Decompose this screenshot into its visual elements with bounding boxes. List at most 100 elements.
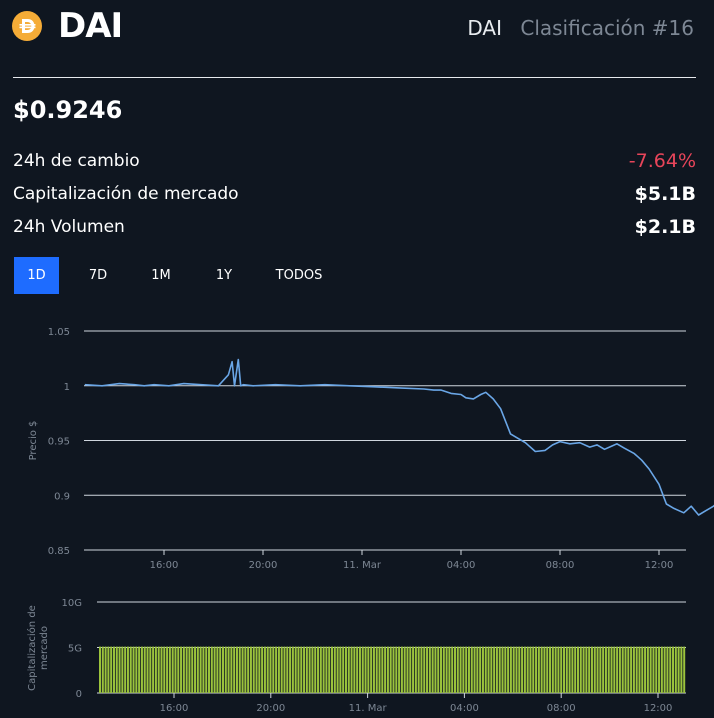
cap-bar: [358, 646, 361, 693]
cap-bar: [191, 646, 194, 693]
cap-bar: [182, 646, 185, 693]
cap-bar: [495, 646, 498, 693]
cap-bar: [163, 646, 166, 693]
cap-x-tick-label: 16:00: [160, 703, 189, 714]
cap-bar: [356, 646, 359, 693]
cap-y-axis-label: Capitalización de: [26, 605, 38, 691]
cap-y-axis-label-line2: mercado: [39, 626, 50, 670]
price-series-line: [84, 358, 714, 516]
market-cap-chart: 10G 5G 0 16:00 20:00 11. Mar 04:00 08:00 12:00 Ca…: [26, 598, 686, 714]
cap-bar: [437, 646, 440, 693]
cap-bar: [221, 646, 224, 693]
stat-row-change: 24h de cambio -7.64%: [13, 148, 696, 174]
cap-bar: [532, 646, 535, 693]
cap-bar: [554, 646, 557, 693]
stat-label: 24h Volumen: [13, 217, 125, 237]
cap-bar: [476, 646, 479, 693]
cap-bar: [649, 646, 652, 693]
cap-bar: [663, 646, 666, 693]
cap-bar: [210, 646, 213, 693]
cap-bar: [325, 646, 328, 693]
cap-bar: [255, 646, 258, 693]
cap-bar: [132, 646, 135, 693]
cap-bar: [300, 646, 303, 693]
cap-bar: [526, 646, 529, 693]
cap-bar: [523, 646, 526, 693]
cap-bar: [426, 646, 429, 693]
stat-row-volume: 24h Volumen $2.1B: [13, 214, 696, 240]
cap-bar: [333, 646, 336, 693]
tab-1d[interactable]: 1D: [14, 257, 59, 294]
cap-y-tick-label: 10G: [62, 598, 82, 609]
cap-bar: [272, 646, 275, 693]
cap-bar: [263, 646, 266, 693]
cap-bar: [353, 646, 356, 693]
cap-x-tick-label: 08:00: [547, 703, 576, 714]
cap-bar: [331, 646, 333, 693]
price-x-tick-label: 20:00: [249, 560, 278, 571]
cap-bar: [660, 646, 663, 693]
cap-bar: [546, 646, 549, 693]
cap-bar: [233, 646, 236, 693]
cap-bar: [576, 646, 579, 693]
price-chart: 1.05 1 0.95 0.9 0.85 16:00 20:00 11. Mar 04:00 08…: [28, 327, 714, 571]
cap-bar: [412, 646, 415, 693]
cap-bar: [118, 646, 121, 693]
cap-bar: [440, 646, 443, 693]
stat-row-market-cap: Capitalización de mercado $5.1B: [13, 181, 696, 207]
cap-bar: [551, 646, 554, 693]
price-y-tick-label: 0.9: [54, 491, 70, 502]
cap-bar: [305, 646, 308, 693]
cap-x-tick-label: 11. Mar: [349, 703, 388, 714]
cap-bar: [244, 646, 247, 693]
cap-bar: [129, 646, 132, 693]
tab-todos[interactable]: TODOS: [275, 268, 323, 283]
cap-bar: [143, 646, 146, 693]
cap-bar: [138, 646, 141, 693]
cap-bar: [574, 646, 577, 693]
cap-bar: [479, 646, 482, 693]
cap-bar: [632, 646, 635, 693]
cap-bar: [610, 646, 613, 693]
cap-bar: [593, 646, 596, 693]
cap-bar: [579, 646, 582, 693]
tab-1y[interactable]: 1Y: [215, 268, 233, 283]
cap-bar: [465, 646, 468, 693]
cap-bar: [213, 646, 216, 693]
cap-bar: [168, 646, 171, 693]
cap-bar: [459, 646, 462, 693]
cap-bar: [535, 646, 538, 693]
cap-bar: [219, 646, 222, 693]
cap-bar: [392, 646, 395, 693]
cap-bar: [328, 646, 331, 693]
cap-bar: [252, 646, 255, 693]
cap-bar: [152, 646, 155, 693]
cap-bar: [386, 646, 389, 693]
cap-bar: [420, 646, 423, 693]
cap-bar: [177, 646, 180, 693]
tab-1m[interactable]: 1M: [151, 268, 171, 283]
cap-bar: [582, 646, 585, 693]
cap-x-tick-label: 20:00: [256, 703, 285, 714]
cap-x-tick-label: 04:00: [450, 703, 479, 714]
price-x-tick-label: 11. Mar: [343, 560, 382, 571]
cap-bar: [216, 646, 219, 693]
cap-bar: [322, 646, 325, 693]
price-y-tick-label: 1: [64, 382, 70, 393]
cap-bar: [126, 646, 129, 693]
stat-label: 24h de cambio: [13, 151, 140, 171]
cap-bar: [124, 646, 127, 693]
cap-bar: [308, 646, 311, 693]
cap-bar: [247, 646, 250, 693]
cap-bar: [680, 646, 683, 693]
cap-bar: [230, 646, 233, 693]
tab-7d[interactable]: 7D: [88, 268, 108, 283]
cap-bar: [638, 646, 641, 693]
cap-bar: [297, 646, 300, 693]
cap-bar: [624, 646, 627, 693]
price-y-tick-label: 0.85: [48, 546, 70, 557]
cap-bar: [258, 646, 261, 693]
cap-bar: [224, 646, 227, 693]
cap-bar: [644, 646, 647, 693]
cap-bar: [454, 646, 456, 693]
